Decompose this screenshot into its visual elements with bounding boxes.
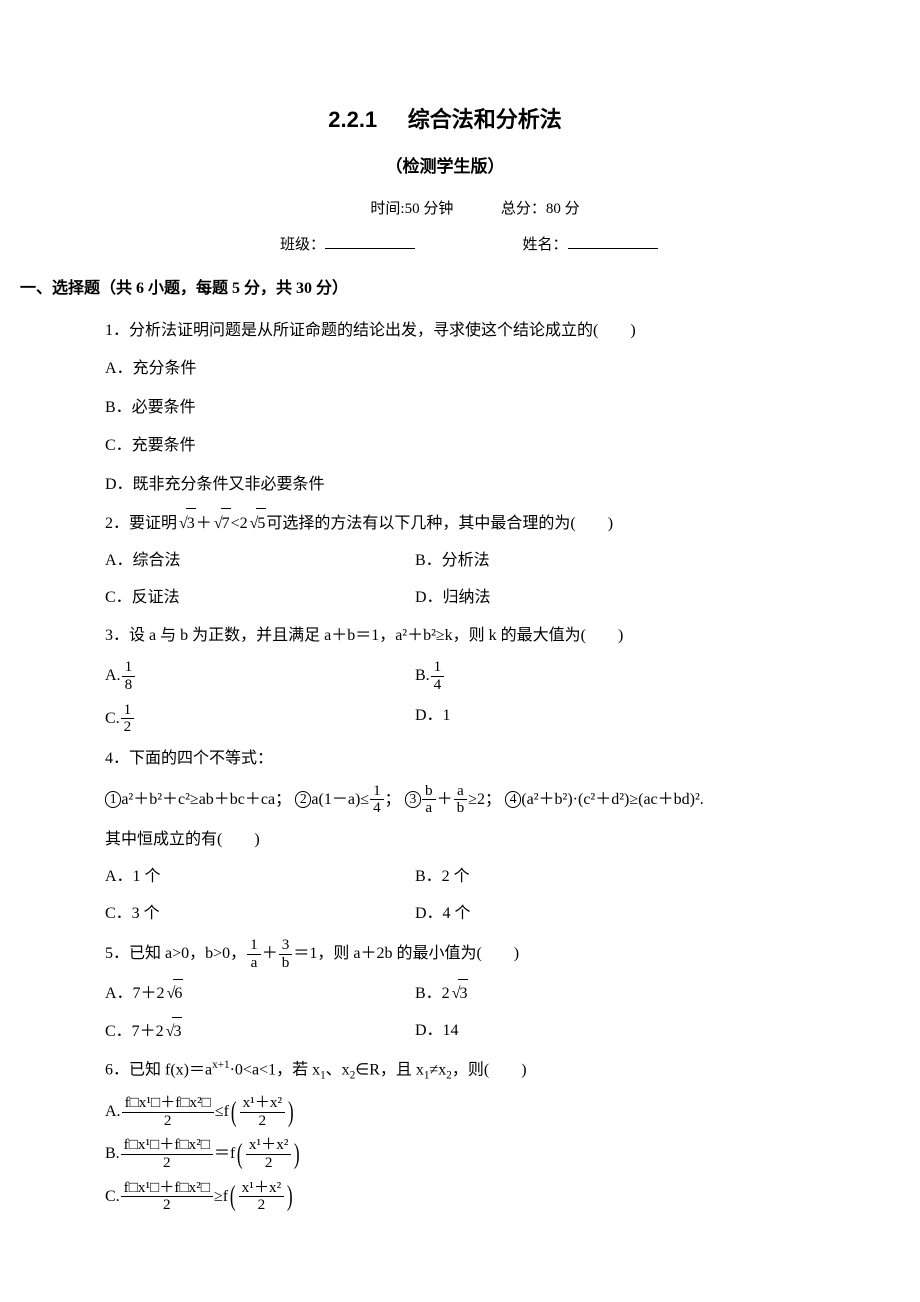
- q6-option-a: A.f□x¹□＋f□x²□2≤f(x¹＋x²2): [105, 1095, 820, 1129]
- q1-stem: 1．分析法证明问题是从所证命题的结论出发，寻求使这个结论成立的( ): [105, 316, 820, 346]
- q2-option-b: B．分析法: [415, 547, 820, 576]
- q2-option-a: A．综合法: [105, 547, 415, 576]
- q3-stem: 3．设 a 与 b 为正数，并且满足 a＋b＝1，a²＋b²≥k，则 k 的最大…: [105, 621, 820, 651]
- q3-option-a: A.18: [105, 659, 415, 693]
- q4-inequalities: 1a²＋b²＋c²≥ab＋bc＋ca； 2a(1－a)≤14； 3ba＋ab≥2…: [105, 783, 820, 817]
- q3-option-d: D．1: [415, 702, 820, 736]
- student-info: 班级： 姓名：: [70, 231, 820, 259]
- page-subtitle: （检测学生版）: [70, 152, 820, 183]
- q2-option-d: D．归纳法: [415, 584, 820, 613]
- q4-option-a: A．1 个: [105, 863, 415, 892]
- q2-stem: 2．要证明3＋7<25可选择的方法有以下几种，其中最合理的为( ): [105, 508, 820, 539]
- name-blank[interactable]: [568, 231, 658, 249]
- page-title: 2.2.1 综合法和分析法: [70, 100, 820, 140]
- chapter-name: 综合法和分析法: [408, 107, 562, 132]
- q4-option-c: C．3 个: [105, 900, 415, 929]
- q1-option-d: D．既非充分条件又非必要条件: [105, 470, 820, 500]
- q1-option-a: A．充分条件: [105, 354, 820, 384]
- class-label: 班级：: [280, 237, 325, 253]
- score-label: 总分：80 分: [501, 201, 580, 217]
- questions: 1．分析法证明问题是从所证命题的结论出发，寻求使这个结论成立的( ) A．充分条…: [70, 316, 820, 1214]
- time-label: 时间:50 分钟: [370, 201, 453, 217]
- q3-option-c: C.12: [105, 702, 415, 736]
- q1-option-b: B．必要条件: [105, 393, 820, 423]
- q5-option-b: B．23: [415, 979, 820, 1009]
- section-1-heading: 一、选择题（共 6 小题，每题 5 分，共 30 分）: [20, 275, 820, 304]
- q4-stem: 4．下面的四个不等式：: [105, 744, 820, 774]
- q2-option-c: C．反证法: [105, 584, 415, 613]
- q6-option-b: B.f□x¹□＋f□x²□2＝f(x¹＋x²2): [105, 1137, 820, 1171]
- q4-option-b: B．2 个: [415, 863, 820, 892]
- q6-stem: 6．已知 f(x)＝ax+1·0<a<1，若 x1、x2∈R，且 x1≠x2，则…: [105, 1055, 820, 1087]
- q5-option-a: A．7＋26: [105, 979, 415, 1009]
- q6-option-c: C.f□x¹□＋f□x²□2≥f(x¹＋x²2): [105, 1180, 820, 1214]
- q1-option-c: C．充要条件: [105, 431, 820, 461]
- q4-option-d: D．4 个: [415, 900, 820, 929]
- q3-option-b: B.14: [415, 659, 820, 693]
- q5-stem: 5．已知 a>0，b>0，1a＋3b＝1，则 a＋2b 的最小值为( ): [105, 937, 820, 971]
- q4-tail: 其中恒成立的有( ): [105, 825, 820, 855]
- name-label: 姓名：: [523, 237, 568, 253]
- chapter-number: 2.2.1: [328, 107, 377, 132]
- exam-meta: 时间:50 分钟 总分：80 分: [70, 196, 820, 223]
- q5-option-c: C．7＋23: [105, 1017, 415, 1047]
- class-blank[interactable]: [325, 231, 415, 249]
- q5-option-d: D．14: [415, 1017, 820, 1047]
